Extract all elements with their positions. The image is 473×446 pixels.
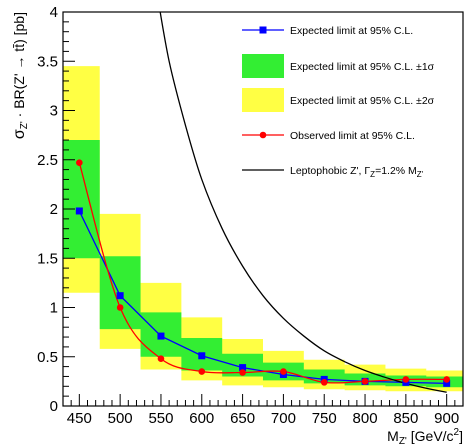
x-axis: 450 500 550 600 650 700 750 800 850 900 xyxy=(67,394,464,427)
theory-curve xyxy=(159,12,447,393)
observed-point xyxy=(280,368,287,375)
observed-point xyxy=(198,368,206,375)
y-tick-label: 0.5 xyxy=(37,349,58,366)
observed-point xyxy=(443,376,450,383)
uncertainty-bands xyxy=(63,66,463,392)
x-tick-label: 850 xyxy=(393,410,418,427)
x-tick-label: 650 xyxy=(230,410,255,427)
x-tick-label: 700 xyxy=(271,410,296,427)
observed-point xyxy=(320,379,328,386)
x-tick-label: 750 xyxy=(312,410,337,427)
observed-point xyxy=(116,304,124,311)
expected-point xyxy=(198,352,206,360)
x-tick-label: 800 xyxy=(353,410,378,427)
band-2sigma xyxy=(63,66,463,392)
observed-point xyxy=(157,355,165,363)
observed-point xyxy=(402,376,410,383)
y-tick-label: 2 xyxy=(50,201,58,218)
legend-label: Expected limit at 95% C.L. ±1σ xyxy=(290,61,435,73)
expected-point xyxy=(443,379,451,387)
observed-point xyxy=(239,369,246,376)
legend-marker-expected xyxy=(259,26,267,34)
y-tick-label: 2.5 xyxy=(37,152,58,169)
x-axis-title: MZ' [GeV/c2] xyxy=(387,427,463,446)
y-tick-label: 4 xyxy=(50,4,58,21)
y-tick-label: 1.5 xyxy=(37,250,58,267)
expected-point xyxy=(239,364,247,372)
legend-label: Observed limit at 95% C.L. xyxy=(290,130,415,142)
expected-point xyxy=(75,207,83,215)
y-tick-label: 3.5 xyxy=(37,53,58,70)
band-1sigma xyxy=(63,140,463,388)
y-tick-label: 3 xyxy=(50,103,58,120)
y-axis: 0 0.5 1 1.5 2 2.5 3 3.5 4 xyxy=(37,4,75,415)
legend-label: Expected limit at 95% C.L. ±2σ xyxy=(290,95,435,107)
y-axis-title: σZ' · BR(Z' → tt̄) [pb] xyxy=(11,12,30,139)
observed-point xyxy=(76,159,83,167)
legend-label: Expected limit at 95% C.L. xyxy=(290,25,413,37)
observed-point xyxy=(361,378,369,385)
legend-marker-observed xyxy=(259,131,267,139)
y-tick-label: 1 xyxy=(50,300,58,317)
x-tick-label: 500 xyxy=(108,410,133,427)
x-tick-label: 550 xyxy=(148,410,173,427)
y-tick-label: 0 xyxy=(50,398,58,415)
legend-swatch-1sigma xyxy=(242,54,284,78)
legend: Expected limit at 95% C.L. Expected limit… xyxy=(242,25,435,179)
expected-point xyxy=(116,292,124,300)
chart-markers xyxy=(75,159,451,387)
x-tick-label: 600 xyxy=(189,410,214,427)
expected-point xyxy=(157,332,165,340)
x-tick-label: 900 xyxy=(434,410,459,427)
legend-swatch-2sigma xyxy=(242,88,284,112)
x-tick-label: 450 xyxy=(67,410,92,427)
legend-label: Leptophobic Z', ΓZ=1.2% MZ' xyxy=(290,165,424,179)
